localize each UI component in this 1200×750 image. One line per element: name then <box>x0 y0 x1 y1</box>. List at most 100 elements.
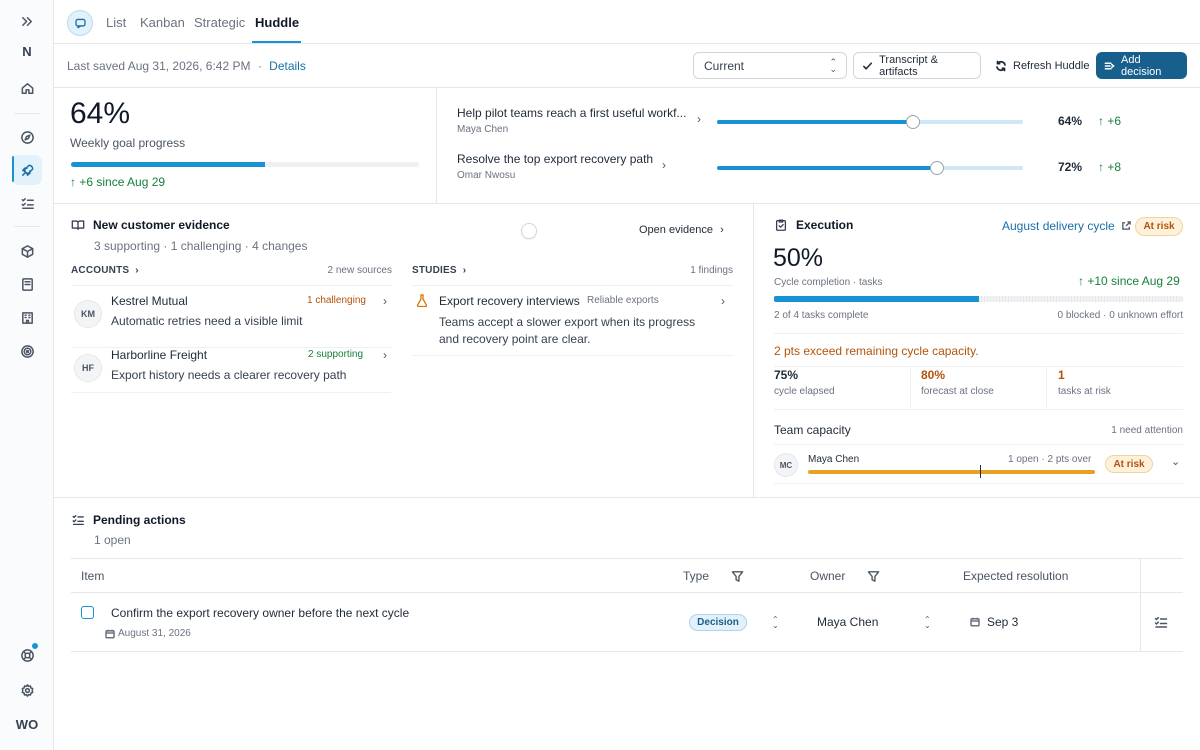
loading-indicator <box>522 224 536 238</box>
tab-kanban[interactable]: Kanban <box>140 15 185 30</box>
member-load-meta: 1 open · 2 pts over <box>1008 454 1092 465</box>
refresh-button-label: Refresh Huddle <box>1013 59 1090 72</box>
filter-icon[interactable] <box>867 570 880 583</box>
account-note: Automatic retries need a visible limit <box>111 314 303 328</box>
home-button[interactable] <box>12 73 42 103</box>
row-actions-button[interactable] <box>1154 615 1168 629</box>
workspace-switcher[interactable]: N <box>12 36 42 66</box>
owner-stepper-icon[interactable]: ⌃ ⌄ <box>924 615 931 630</box>
open-evidence-link[interactable]: Open evidence › <box>639 224 724 236</box>
column-item: Item <box>81 569 104 583</box>
key-result-title[interactable]: Resolve the top export recovery path <box>457 152 654 166</box>
pending-count: 1 open <box>94 533 131 547</box>
study-note: Teams accept a slower export when its pr… <box>439 315 696 346</box>
last-saved-text: Last saved Aug 31, 2026, 6:42 PM <box>67 59 251 73</box>
account-item[interactable]: HF Harborline Freight 2 supporting Expor… <box>71 348 391 393</box>
rocket-icon <box>21 164 33 176</box>
tab-strategic[interactable]: Strategic <box>194 15 246 30</box>
column-type-label: Type <box>683 569 710 583</box>
checklist-icon <box>21 197 34 209</box>
member-status-badge: At risk <box>1105 455 1153 473</box>
key-result-percent: 72% <box>1058 160 1083 174</box>
execution-label: Cycle completion · tasks <box>774 277 883 288</box>
key-result-slider[interactable] <box>717 161 1023 175</box>
studies-heading[interactable]: STUDIES › <box>412 265 466 276</box>
study-item[interactable]: Export recovery interviews Reliable expo… <box>412 294 733 356</box>
workspace-letter: N <box>22 43 32 59</box>
toolbar: Last saved Aug 31, 2026, 6:42 PM · Detai… <box>54 44 1200 88</box>
accounts-meta: 2 new sources <box>327 265 392 276</box>
type-stepper-icon[interactable]: ⌃ ⌄ <box>772 615 779 630</box>
chevron-down-icon[interactable]: ⌄ <box>1171 456 1181 468</box>
chevron-right-icon: › <box>721 294 725 308</box>
last-saved: Last saved Aug 31, 2026, 6:42 PM · Detai… <box>67 59 306 73</box>
targets-button[interactable] <box>12 336 42 366</box>
book-icon <box>21 277 33 291</box>
filter-icon[interactable] <box>731 570 744 583</box>
tab-list[interactable]: List <box>106 15 127 30</box>
discover-button[interactable] <box>12 122 42 152</box>
refresh-icon <box>996 60 1006 71</box>
refresh-huddle-button[interactable]: Refresh Huddle <box>987 52 1097 79</box>
action-owner[interactable]: Maya Chen <box>817 615 879 629</box>
stat-tasks-at-risk: 1 tasks at risk <box>1058 368 1111 408</box>
products-button[interactable] <box>12 236 42 266</box>
pending-title-text: Pending actions <box>93 513 186 527</box>
help-button[interactable] <box>12 640 42 670</box>
account-item[interactable]: KM Kestrel Mutual 1 challenging Automati… <box>71 294 391 348</box>
column-expected-label: Expected resolution <box>963 569 1069 583</box>
huddle-chat-button[interactable] <box>67 10 93 36</box>
sidebar: N WO <box>0 0 54 750</box>
action-type-pill[interactable]: Decision <box>689 614 747 631</box>
member-capacity-bar <box>808 470 1095 474</box>
tasks-button[interactable] <box>12 188 42 218</box>
table-top-border <box>71 558 1183 559</box>
chevron-right-icon: › <box>383 348 387 362</box>
tab-huddle[interactable]: Huddle <box>255 15 300 30</box>
key-result-row[interactable]: Resolve the top export recovery path Oma… <box>438 152 1200 196</box>
user-avatar[interactable]: WO <box>12 709 42 739</box>
execution-title: Execution <box>774 218 853 232</box>
organization-button[interactable] <box>12 302 42 332</box>
slider-thumb[interactable] <box>930 161 945 175</box>
expected-resolution-cell[interactable]: Sep 3 <box>970 615 1018 629</box>
column-owner-label: Owner <box>810 569 846 583</box>
divider <box>412 285 733 286</box>
checklist-icon <box>72 514 84 526</box>
external-link-icon <box>1122 221 1131 230</box>
docs-button[interactable] <box>12 269 42 299</box>
period-select[interactable]: Current ⌃ ⌄ <box>693 52 847 79</box>
expand-sidebar-button[interactable] <box>12 6 42 36</box>
evidence-title-text: New customer evidence <box>93 218 230 232</box>
goals-button[interactable] <box>12 155 42 185</box>
stat-cycle-elapsed: 75% cycle elapsed <box>774 368 835 408</box>
chevron-right-icon[interactable]: › <box>662 158 666 172</box>
stat-value: 75% <box>774 368 799 382</box>
row-checkbox[interactable] <box>81 606 94 619</box>
accounts-heading[interactable]: ACCOUNTS › <box>71 265 139 276</box>
key-results: Help pilot teams reach a first useful wo… <box>438 88 1200 203</box>
divider <box>71 285 392 286</box>
period-select-value: Current <box>704 59 745 73</box>
sidebar-divider <box>14 113 40 114</box>
expected-resolution-text: Sep 3 <box>987 615 1019 629</box>
settings-button[interactable] <box>12 675 42 705</box>
key-result-row[interactable]: Help pilot teams reach a first useful wo… <box>438 106 1200 150</box>
compass-icon <box>20 130 34 144</box>
stat-value: 80% <box>921 368 946 382</box>
details-link[interactable]: Details <box>269 59 306 73</box>
key-result-slider[interactable] <box>717 115 1023 129</box>
key-result-delta-text: +6 <box>1107 114 1122 128</box>
add-decision-button[interactable]: Add decision <box>1096 52 1187 79</box>
divider <box>1046 367 1047 408</box>
transcript-button[interactable]: Transcript & artifacts <box>853 52 981 79</box>
action-title[interactable]: Confirm the export recovery owner before… <box>111 606 410 620</box>
account-avatar: HF <box>74 354 102 382</box>
stat-value: 1 <box>1058 368 1065 382</box>
view-tabs: List Kanban Strategic Huddle <box>54 0 1200 44</box>
divider <box>774 409 1183 410</box>
delivery-cycle-link[interactable]: August delivery cycle <box>1002 219 1132 233</box>
slider-thumb[interactable] <box>905 115 920 129</box>
key-result-title[interactable]: Help pilot teams reach a first useful wo… <box>457 106 687 120</box>
chevron-right-icon[interactable]: › <box>697 112 701 126</box>
